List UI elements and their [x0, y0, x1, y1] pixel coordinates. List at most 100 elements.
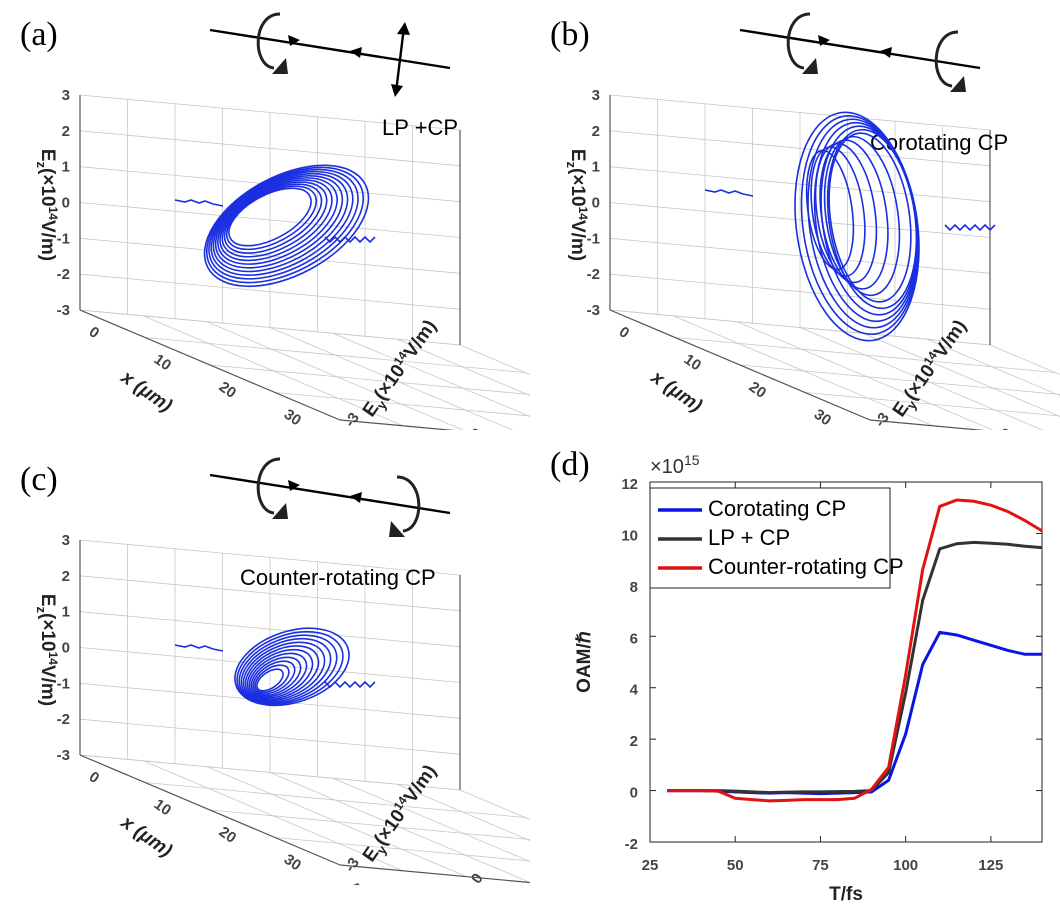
- x-tick-label: 10: [151, 351, 174, 374]
- gridline: [206, 321, 464, 430]
- y-tick-label: 10: [621, 527, 638, 544]
- gridline: [863, 332, 1060, 417]
- z-tick-label: 0: [62, 640, 70, 657]
- beam-schematic-icon: [209, 457, 451, 537]
- axes-box: [79, 540, 530, 884]
- rotation-arrow-icon-head: [272, 58, 288, 74]
- gridline: [673, 315, 934, 427]
- field-trajectory: [704, 111, 996, 342]
- z-tick-label: -1: [587, 230, 600, 247]
- gridline: [333, 332, 530, 417]
- gridline: [396, 338, 530, 397]
- rotation-arrow-icon: [256, 12, 281, 70]
- annotation-label: Counter-rotating CP: [240, 565, 436, 590]
- z-tick-label: 3: [592, 87, 600, 104]
- rotation-arrow-icon: [256, 457, 281, 515]
- axes-box: [609, 95, 991, 430]
- trajectory-tail-right: [324, 235, 376, 244]
- y-tick-label: -3: [341, 410, 363, 430]
- x-tick-label: 25: [642, 857, 659, 874]
- trajectory-loop: [252, 660, 296, 695]
- trajectory-loop: [242, 641, 326, 702]
- y-tick-label: 8: [630, 579, 638, 596]
- trajectory-tail-left: [704, 189, 754, 197]
- trajectory-loop: [794, 111, 920, 342]
- z-tick-label: -2: [57, 266, 70, 283]
- z-tick-label: 2: [62, 123, 70, 140]
- x-axis-label: x (μm): [116, 811, 175, 861]
- rotation-arrow-icon-2: [934, 30, 959, 88]
- gridline: [269, 327, 514, 430]
- y-axis-line: [339, 864, 530, 884]
- x-tick-label: 30: [281, 851, 304, 874]
- x-tick-label: 30: [811, 406, 834, 429]
- z-tick-label: 0: [592, 195, 600, 212]
- x-tick-label: 40: [346, 878, 369, 885]
- x-tick-label: 10: [681, 351, 704, 374]
- series-line-1: [667, 540, 1043, 795]
- axes-box: [79, 95, 461, 430]
- beam-schematic-icon: [209, 12, 451, 97]
- y-tick-label: 0: [468, 425, 487, 430]
- y-tick-label: 12: [621, 476, 638, 493]
- y-tick-label: -2: [625, 836, 638, 853]
- beam-schematic-icon: [739, 12, 981, 92]
- z-tick-label: -2: [587, 266, 600, 283]
- x-tick-label: 20: [216, 823, 239, 846]
- x-tick-label: 20: [746, 378, 769, 401]
- z-tick-label: 1: [62, 159, 70, 176]
- legend-entry: Counter-rotating CP: [708, 554, 904, 579]
- gridline: [269, 772, 530, 883]
- series-line-2: [667, 498, 1043, 803]
- y-axis-label: OAM/ℏ: [574, 631, 595, 693]
- x-axis-label: T/fs: [829, 884, 863, 905]
- panel-label: (b): [550, 16, 590, 53]
- trajectory-loop: [214, 174, 344, 269]
- panel-label: (a): [20, 16, 58, 53]
- trajectory-loop: [256, 668, 284, 692]
- x-tick-label: 20: [216, 378, 239, 401]
- panel-c: (c)3210-1-2-3010203040-3036Ez(×1014V/m)x…: [20, 457, 530, 885]
- x-tick-label: 100: [893, 857, 918, 874]
- gridline: [209, 364, 530, 395]
- rotation-arrow-icon-2: [396, 475, 421, 533]
- annotation-label: LP +CP: [382, 115, 458, 140]
- z-tick-label: -3: [587, 302, 600, 319]
- z-tick-label: 1: [62, 604, 70, 621]
- gridline: [333, 777, 530, 862]
- beam-arrow-left-icon: [350, 492, 362, 503]
- trajectory-loop: [234, 627, 350, 707]
- legend-entry: Corotating CP: [708, 496, 846, 521]
- y-axis-line: [869, 419, 986, 430]
- trajectory-loop: [254, 664, 290, 694]
- trajectory-loop: [203, 164, 370, 288]
- y-tick-label: 6: [630, 630, 638, 647]
- y-tick-label: 4: [630, 682, 639, 699]
- beam-arrow-left-icon: [880, 47, 892, 58]
- gridline: [989, 344, 1060, 376]
- x-tick-label: 0: [616, 323, 633, 342]
- z-tick-label: 1: [592, 159, 600, 176]
- gridline: [804, 392, 1060, 417]
- legend-entry: LP + CP: [708, 525, 790, 550]
- x-axis-line: [79, 309, 341, 421]
- z-axis-label: Ez(×1014V/m): [564, 149, 590, 261]
- x-axis-line: [609, 309, 871, 421]
- x-tick-label: 125: [978, 857, 1003, 874]
- beam-arrow-right-icon: [818, 35, 830, 46]
- trajectory-tail-right: [944, 223, 996, 232]
- beam-line: [209, 473, 451, 515]
- gridline: [206, 766, 467, 878]
- x-axis-label: x (μm): [646, 366, 705, 416]
- beam-line: [209, 28, 451, 70]
- gridline: [926, 338, 1060, 397]
- legend: Corotating CP LP + CP Counter-rotating CP: [649, 487, 904, 589]
- trajectory-loop: [208, 168, 359, 280]
- x-tick-label: 0: [86, 768, 103, 787]
- trajectory-loop: [246, 648, 314, 700]
- trajectory-loop: [819, 139, 889, 290]
- gridline: [736, 321, 994, 430]
- trajectory-loop: [228, 187, 312, 247]
- field-trajectory: [174, 627, 376, 707]
- trajectory-tail-left: [174, 644, 224, 652]
